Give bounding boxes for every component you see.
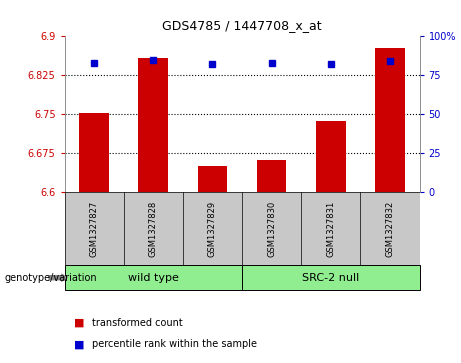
Text: genotype/variation: genotype/variation <box>5 273 97 283</box>
Bar <box>242 265 420 290</box>
Text: transformed count: transformed count <box>92 318 183 328</box>
Text: GSM1327831: GSM1327831 <box>326 201 335 257</box>
Bar <box>79 113 109 192</box>
Bar <box>65 265 242 290</box>
Bar <box>138 58 168 192</box>
Bar <box>257 160 286 192</box>
Text: ■: ■ <box>74 339 84 350</box>
Text: ■: ■ <box>74 318 84 328</box>
Bar <box>375 48 405 192</box>
Text: GSM1327827: GSM1327827 <box>89 201 99 257</box>
Bar <box>198 166 227 192</box>
Text: GSM1327830: GSM1327830 <box>267 201 276 257</box>
Title: GDS4785 / 1447708_x_at: GDS4785 / 1447708_x_at <box>162 19 322 32</box>
Text: wild type: wild type <box>128 273 179 283</box>
Text: SRC-2 null: SRC-2 null <box>302 273 360 283</box>
Text: GSM1327829: GSM1327829 <box>208 201 217 257</box>
Text: GSM1327832: GSM1327832 <box>385 201 395 257</box>
Bar <box>316 121 346 192</box>
Text: percentile rank within the sample: percentile rank within the sample <box>92 339 257 350</box>
Text: GSM1327828: GSM1327828 <box>149 201 158 257</box>
